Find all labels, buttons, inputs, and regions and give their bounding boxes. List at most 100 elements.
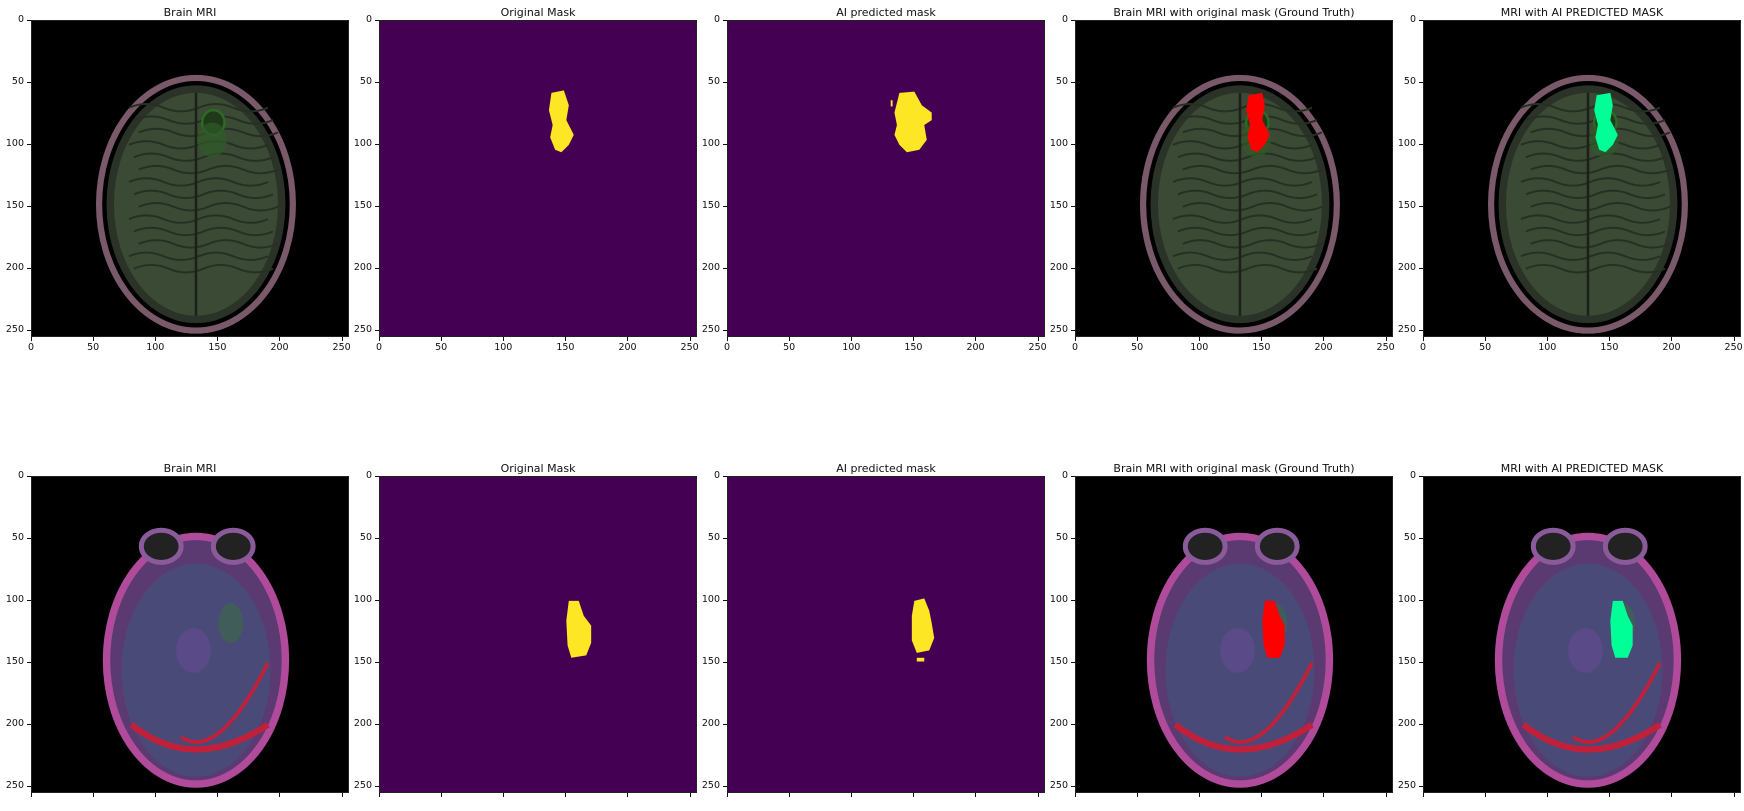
- image-plot: [379, 476, 697, 793]
- y-tick-label: 50: [707, 75, 720, 87]
- y-tick-label: 100: [1397, 593, 1416, 605]
- y-tick-mark: [375, 723, 379, 725]
- y-tick-label: 100: [701, 137, 720, 149]
- y-tick-mark: [1071, 599, 1075, 601]
- x-tick-label: 100: [1538, 342, 1557, 353]
- y-tick-mark: [27, 81, 31, 83]
- y-tick-label: 0: [1061, 14, 1068, 25]
- y-tick-label: 200: [701, 261, 720, 273]
- panel-top-ai-overlay: MRI with AI PREDICTED MASK 0 50 100 150 200 25…: [1392, 6, 1743, 355]
- y-tick-mark: [375, 20, 379, 21]
- y-tick-mark: [1071, 723, 1075, 725]
- y-tick-mark: [375, 329, 379, 331]
- mri-image: [32, 477, 348, 792]
- x-tick-mark: [1547, 337, 1549, 341]
- x-tick-mark: [1323, 337, 1325, 341]
- x-tick-mark: [217, 793, 219, 797]
- x-tick-mark: [1547, 793, 1549, 797]
- y-tick-label: 50: [359, 75, 372, 87]
- x-tick-label: 150: [1600, 342, 1619, 353]
- x-tick-mark: [341, 793, 343, 797]
- y-tick-mark: [1071, 661, 1075, 663]
- y-tick-mark: [27, 537, 31, 539]
- y-tick-label: 50: [1403, 75, 1416, 87]
- y-tick-mark: [1071, 329, 1075, 331]
- panel-title: Brain MRI with original mask (Ground Tru…: [1113, 462, 1355, 475]
- y-tick-mark: [27, 267, 31, 269]
- y-tick-label: 250: [5, 779, 24, 791]
- y-tick-mark: [27, 329, 31, 331]
- x-tick-mark: [379, 793, 380, 797]
- mri-image: [728, 21, 1044, 336]
- y-tick-mark: [1071, 81, 1075, 83]
- y-tick-mark: [375, 785, 379, 787]
- x-tick-label: 200: [1662, 342, 1681, 353]
- y-tick-mark: [375, 537, 379, 539]
- image-plot: [1423, 476, 1741, 793]
- y-tick-mark: [375, 661, 379, 663]
- y-tick-label: 0: [1409, 470, 1416, 481]
- y-tick-mark: [27, 599, 31, 601]
- y-tick-label: 0: [1061, 470, 1068, 481]
- x-tick-label: 150: [1252, 342, 1271, 353]
- y-tick-label: 250: [5, 323, 24, 335]
- y-tick-mark: [723, 661, 727, 663]
- y-tick-mark: [27, 20, 31, 21]
- x-tick-mark: [1137, 793, 1139, 797]
- x-tick-mark: [279, 337, 281, 341]
- y-tick-mark: [1071, 476, 1075, 477]
- y-tick-label: 100: [701, 593, 720, 605]
- panel-title: AI predicted mask: [836, 462, 936, 475]
- x-tick-mark: [689, 337, 691, 341]
- x-tick-mark: [1075, 793, 1076, 797]
- x-tick-mark: [1423, 337, 1424, 341]
- y-tick-label: 50: [1403, 531, 1416, 543]
- mri-image: [1076, 477, 1392, 792]
- y-tick-mark: [1419, 661, 1423, 663]
- y-tick-mark: [1419, 785, 1423, 787]
- y-tick-label: 250: [353, 323, 372, 335]
- y-tick-label: 250: [1049, 323, 1068, 335]
- x-tick-mark: [441, 337, 443, 341]
- x-tick-label: 100: [494, 342, 513, 353]
- panel-title: Brain MRI with original mask (Ground Tru…: [1113, 6, 1355, 19]
- y-tick-mark: [1071, 785, 1075, 787]
- y-tick-label: 150: [1049, 655, 1068, 667]
- y-tick-mark: [1419, 329, 1423, 331]
- y-tick-mark: [1071, 267, 1075, 269]
- x-tick-mark: [1423, 793, 1424, 797]
- panel-title: Original Mask: [500, 6, 576, 19]
- y-tick-mark: [723, 785, 727, 787]
- x-tick-label: 250: [680, 342, 699, 353]
- panel-title: MRI with AI PREDICTED MASK: [1500, 462, 1664, 475]
- mri-image: [1424, 477, 1740, 792]
- y-tick-mark: [1071, 20, 1075, 21]
- y-tick-mark: [1419, 205, 1423, 207]
- y-tick-label: 100: [5, 137, 24, 149]
- panel-bottom-original-mask: Original Mask 0 50 100 150 200 250: [348, 462, 697, 811]
- y-tick-label: 150: [1397, 655, 1416, 667]
- y-tick-label: 100: [353, 593, 372, 605]
- y-tick-label: 100: [353, 137, 372, 149]
- y-tick-mark: [1419, 537, 1423, 539]
- x-tick-mark: [503, 337, 505, 341]
- x-tick-mark: [1733, 337, 1735, 341]
- y-tick-mark: [375, 476, 379, 477]
- panel-title: Original Mask: [500, 462, 576, 475]
- y-tick-label: 250: [353, 779, 372, 791]
- y-tick-mark: [1419, 81, 1423, 83]
- y-tick-label: 50: [707, 531, 720, 543]
- x-tick-mark: [975, 793, 977, 797]
- y-tick-mark: [1419, 20, 1423, 21]
- y-tick-label: 0: [365, 470, 372, 481]
- x-tick-mark: [1037, 337, 1039, 341]
- y-tick-label: 200: [5, 261, 24, 273]
- x-tick-mark: [1323, 793, 1325, 797]
- x-tick-mark: [1385, 793, 1387, 797]
- x-tick-mark: [155, 793, 157, 797]
- y-tick-label: 50: [11, 75, 24, 87]
- x-tick-mark: [1261, 793, 1263, 797]
- y-tick-mark: [723, 267, 727, 269]
- y-tick-label: 50: [11, 531, 24, 543]
- y-tick-label: 150: [701, 655, 720, 667]
